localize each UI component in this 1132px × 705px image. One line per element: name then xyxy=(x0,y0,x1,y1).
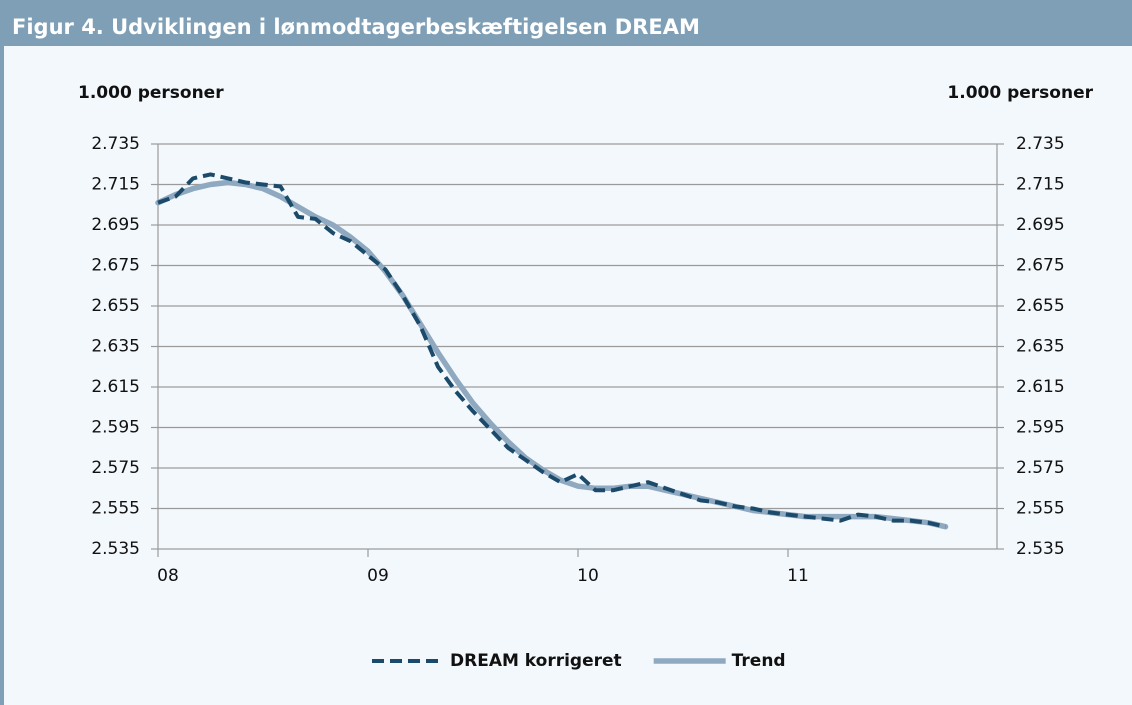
y-tick-label: 2.735 xyxy=(91,134,140,154)
chart-title: Figur 4. Udviklingen i lønmodtagerbeskæf… xyxy=(12,15,700,39)
legend-label: DREAM korrigeret xyxy=(450,651,622,671)
y2-tick-label: 2.715 xyxy=(1016,175,1065,195)
x-tick-label: 09 xyxy=(367,566,389,586)
left-border xyxy=(0,46,4,705)
y2-tick-label: 2.595 xyxy=(1016,418,1065,438)
y2-tick-label: 2.695 xyxy=(1016,215,1065,235)
y-tick-label: 2.715 xyxy=(91,175,140,195)
y-tick-label: 2.555 xyxy=(91,499,140,519)
y-tick-label: 2.635 xyxy=(91,337,140,357)
series-line xyxy=(157,172,946,529)
title-bar xyxy=(0,0,1132,46)
y-tick-label: 2.595 xyxy=(91,418,140,438)
y2-axis-label: 1.000 personer xyxy=(947,83,1093,103)
y-tick-label: 2.615 xyxy=(91,377,140,397)
y2-tick-label: 2.555 xyxy=(1016,499,1065,519)
y2-tick-label: 2.615 xyxy=(1016,377,1065,397)
x-tick-label: 08 xyxy=(157,566,179,586)
y-tick-label: 2.675 xyxy=(91,256,140,276)
y2-tick-label: 2.535 xyxy=(1016,539,1065,559)
y-tick-label: 2.575 xyxy=(91,458,140,478)
y2-tick-label: 2.635 xyxy=(1016,337,1065,357)
y-tick-label: 2.655 xyxy=(91,296,140,316)
y-tick-label: 2.695 xyxy=(91,215,140,235)
y2-tick-label: 2.735 xyxy=(1016,134,1065,154)
x-tick-label: 11 xyxy=(787,566,809,586)
x-tick-label: 10 xyxy=(577,566,599,586)
legend-label: Trend xyxy=(732,651,786,671)
y2-tick-label: 2.575 xyxy=(1016,458,1065,478)
y2-tick-label: 2.655 xyxy=(1016,296,1065,316)
y-axis-label: 1.000 personer xyxy=(78,83,224,103)
y2-tick-label: 2.675 xyxy=(1016,256,1065,276)
y-tick-label: 2.535 xyxy=(91,539,140,559)
